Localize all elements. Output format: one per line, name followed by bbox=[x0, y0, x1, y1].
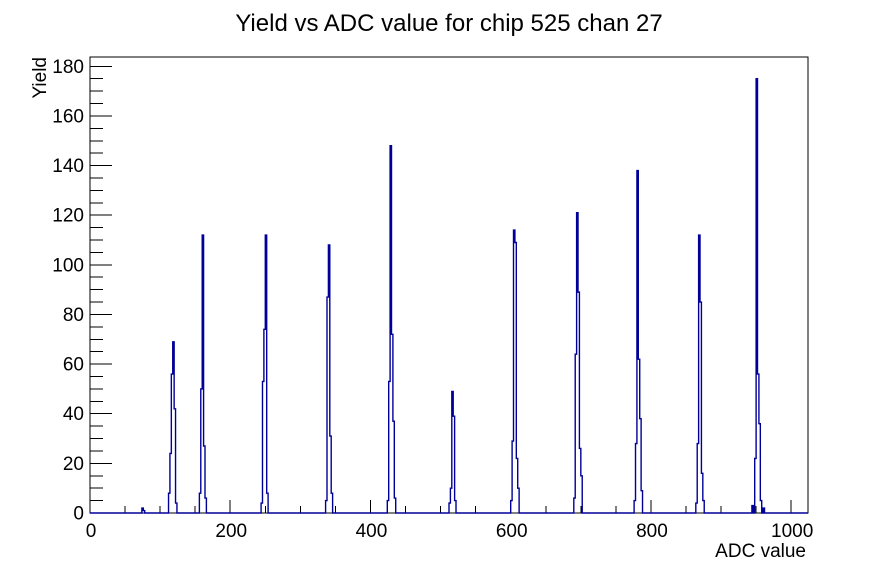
axis-ticks bbox=[89, 65, 792, 514]
chart-title: Yield vs ADC value for chip 525 chan 27 bbox=[235, 10, 662, 37]
y-tick-label: 40 bbox=[63, 404, 84, 425]
y-tick-label: 180 bbox=[52, 57, 84, 78]
y-tick-label: 160 bbox=[52, 106, 84, 127]
y-tick-label: 80 bbox=[63, 305, 84, 326]
histogram-series bbox=[90, 78, 808, 514]
tick-labels: 0 200 400 600 800 1000 0 20 40 60 80 100 120 140 160 18… bbox=[52, 57, 813, 542]
y-tick-label: 140 bbox=[52, 156, 84, 177]
x-tick-label: 400 bbox=[356, 521, 388, 542]
x-tick-label: 600 bbox=[496, 521, 528, 542]
x-tick-label: 200 bbox=[215, 521, 247, 542]
x-axis-title: ADC value bbox=[715, 541, 806, 562]
y-tick-label: 60 bbox=[63, 355, 84, 376]
y-tick-label: 20 bbox=[63, 454, 84, 475]
x-tick-label: 0 bbox=[86, 521, 97, 542]
y-tick-label: 0 bbox=[73, 504, 84, 525]
x-tick-label: 1000 bbox=[771, 521, 813, 542]
y-axis-title: Yield bbox=[30, 57, 51, 99]
y-tick-label: 100 bbox=[52, 255, 84, 276]
x-tick-label: 800 bbox=[636, 521, 668, 542]
y-tick-label: 120 bbox=[52, 206, 84, 227]
histogram-line bbox=[90, 78, 808, 514]
